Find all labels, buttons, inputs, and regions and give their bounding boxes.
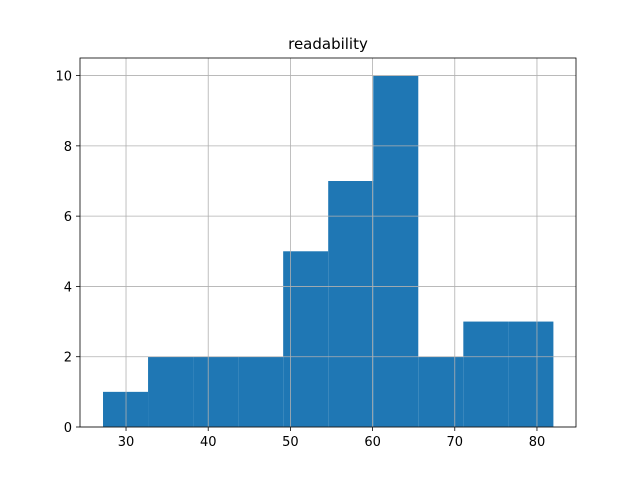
bar — [418, 356, 464, 427]
y-tick-label: 4 — [64, 280, 72, 295]
bar — [238, 356, 284, 427]
bar — [373, 75, 419, 428]
y-tick-label: 0 — [64, 421, 72, 436]
y-tick-label: 10 — [55, 70, 72, 85]
bar — [193, 356, 239, 427]
bar — [148, 356, 194, 427]
bar — [463, 321, 509, 427]
x-tick-label: 80 — [529, 435, 546, 450]
bar — [283, 251, 329, 427]
chart-title: readability — [288, 35, 368, 53]
bar — [328, 181, 374, 427]
x-tick-label: 70 — [447, 435, 464, 450]
plot-frame — [79, 57, 577, 428]
x-tick-label: 50 — [282, 435, 299, 450]
y-tick-label: 2 — [64, 351, 72, 366]
x-tick-label: 40 — [200, 435, 217, 450]
x-tick-label: 30 — [118, 435, 135, 450]
x-tick-label: 60 — [364, 435, 381, 450]
bar — [508, 321, 554, 427]
y-tick-label: 8 — [64, 140, 72, 155]
bar — [103, 391, 149, 427]
y-tick-label: 6 — [64, 210, 72, 225]
